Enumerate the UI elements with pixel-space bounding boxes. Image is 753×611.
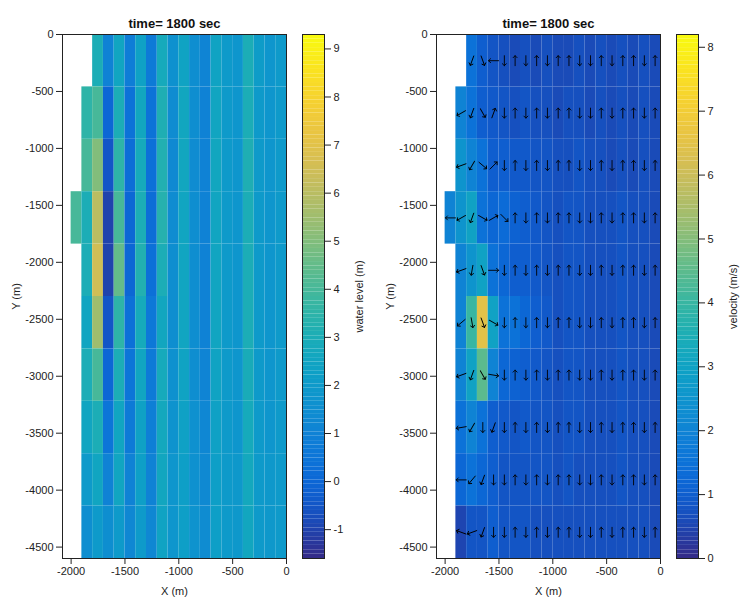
svg-text:-500: -500 [222, 565, 244, 577]
svg-text:time= 1800 sec: time= 1800 sec [502, 16, 594, 31]
svg-text:-1500: -1500 [399, 199, 427, 211]
svg-text:-1000: -1000 [165, 565, 193, 577]
svg-text:3: 3 [334, 331, 340, 343]
svg-text:Y (m): Y (m) [384, 283, 396, 310]
svg-text:velocity (m/s): velocity (m/s) [727, 264, 739, 329]
svg-text:-3500: -3500 [399, 427, 427, 439]
svg-text:6: 6 [708, 169, 714, 181]
svg-text:-1500: -1500 [485, 565, 513, 577]
svg-text:-3500: -3500 [25, 427, 53, 439]
svg-text:0: 0 [421, 28, 427, 40]
svg-text:-2000: -2000 [399, 256, 427, 268]
svg-text:8: 8 [708, 41, 714, 53]
svg-text:-2000: -2000 [25, 256, 53, 268]
svg-text:4: 4 [334, 283, 340, 295]
svg-text:-500: -500 [596, 565, 618, 577]
svg-text:7: 7 [708, 105, 714, 117]
svg-text:0: 0 [657, 565, 663, 577]
svg-text:0: 0 [708, 552, 714, 564]
svg-text:7: 7 [334, 139, 340, 151]
svg-text:-2500: -2500 [25, 313, 53, 325]
svg-text:4: 4 [708, 296, 714, 308]
svg-text:5: 5 [334, 235, 340, 247]
svg-text:-4000: -4000 [399, 484, 427, 496]
svg-text:-1: -1 [334, 523, 344, 535]
svg-text:2: 2 [334, 379, 340, 391]
svg-text:6: 6 [334, 187, 340, 199]
svg-text:-1000: -1000 [539, 565, 567, 577]
svg-text:2: 2 [708, 424, 714, 436]
svg-text:water level (m): water level (m) [353, 260, 365, 333]
svg-text:X (m): X (m) [535, 585, 562, 597]
svg-text:-1500: -1500 [25, 199, 53, 211]
svg-text:-4500: -4500 [25, 541, 53, 553]
svg-text:Y (m): Y (m) [10, 283, 22, 310]
svg-text:-1500: -1500 [111, 565, 139, 577]
svg-text:-500: -500 [405, 85, 427, 97]
svg-text:0: 0 [334, 475, 340, 487]
svg-text:-2000: -2000 [431, 565, 459, 577]
svg-text:-3000: -3000 [25, 370, 53, 382]
svg-text:-4500: -4500 [399, 541, 427, 553]
svg-text:1: 1 [708, 488, 714, 500]
svg-text:-2500: -2500 [399, 313, 427, 325]
svg-text:9: 9 [334, 42, 340, 54]
svg-text:-1000: -1000 [25, 142, 53, 154]
svg-text:-3000: -3000 [399, 370, 427, 382]
svg-text:-1000: -1000 [399, 142, 427, 154]
svg-text:-2000: -2000 [57, 565, 85, 577]
svg-text:0: 0 [47, 28, 53, 40]
svg-text:3: 3 [708, 360, 714, 372]
svg-text:8: 8 [334, 91, 340, 103]
svg-text:5: 5 [708, 233, 714, 245]
svg-text:-500: -500 [31, 85, 53, 97]
svg-text:1: 1 [334, 427, 340, 439]
svg-text:time= 1800 sec: time= 1800 sec [128, 16, 220, 31]
svg-text:0: 0 [283, 565, 289, 577]
svg-text:-4000: -4000 [25, 484, 53, 496]
svg-text:X (m): X (m) [161, 585, 188, 597]
